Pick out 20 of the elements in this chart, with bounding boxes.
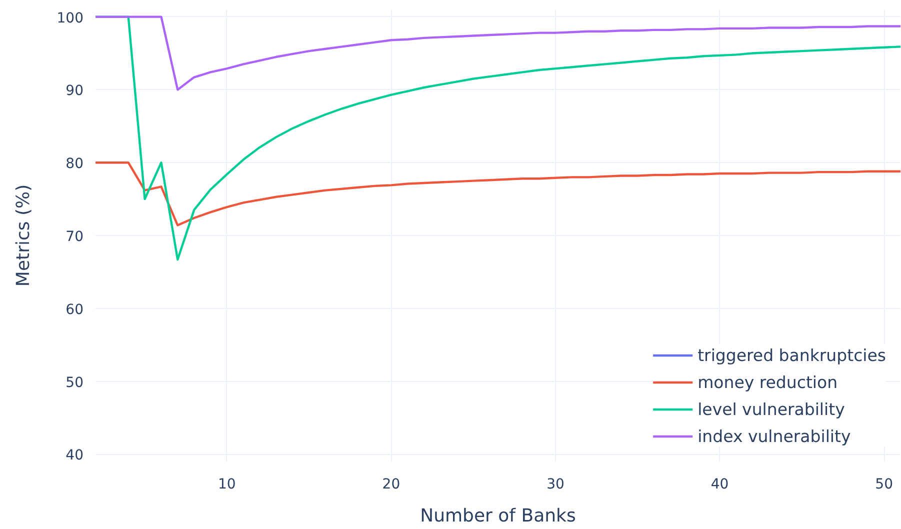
x-tick-label: 20 <box>382 476 400 492</box>
x-tick-label: 50 <box>875 476 893 492</box>
y-tick-label: 80 <box>66 156 84 172</box>
x-tick-label: 30 <box>546 476 564 492</box>
y-tick-label: 60 <box>66 302 84 318</box>
y-axis-title: Metrics (%) <box>12 184 34 287</box>
y-tick-label: 90 <box>66 83 84 100</box>
y-tick-label: 50 <box>66 374 84 391</box>
x-tick-label: 10 <box>218 476 236 492</box>
legend-label: level vulnerability <box>698 398 845 420</box>
line-series <box>96 16 900 91</box>
x-tick-label: 40 <box>710 476 729 492</box>
legend-label: triggered bankruptcies <box>698 344 886 366</box>
legend-label: index vulnerability <box>698 426 851 447</box>
y-tick-label: 70 <box>66 229 84 245</box>
legend-label: money reduction <box>698 372 838 393</box>
y-tick-label: 100 <box>56 10 84 26</box>
x-axis-title: Number of Banks <box>420 506 576 526</box>
line-series <box>96 161 900 226</box>
y-tick-label: 40 <box>66 448 84 464</box>
